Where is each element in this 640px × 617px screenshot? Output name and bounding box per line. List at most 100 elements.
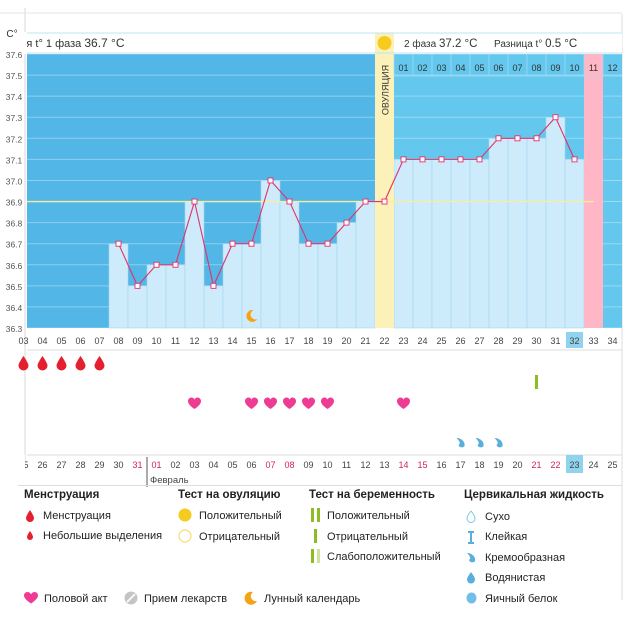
date-label: 31 (132, 460, 142, 470)
date-label: 27 (56, 460, 66, 470)
y-tick-label: 37.1 (6, 155, 23, 165)
date-label: 21 (531, 460, 541, 470)
cycle-day-label: 34 (607, 336, 617, 346)
date-label: 19 (493, 460, 503, 470)
pregnancy-test-mark (535, 375, 538, 389)
temp-bar-32 (564, 159, 585, 329)
legend-ovulation-positive: Положительный (199, 510, 282, 522)
date-label: 09 (303, 460, 313, 470)
temp-bar-23 (393, 159, 414, 329)
temp-bar-18 (298, 243, 319, 329)
date-label: 10 (322, 460, 332, 470)
legend-cervical-eggwhite: Яичный белок (485, 593, 558, 605)
intercourse-heart (188, 397, 201, 409)
date-label: 18 (474, 460, 484, 470)
date-label: 15 (417, 460, 427, 470)
y-tick-label: 37.5 (6, 71, 23, 81)
date-label: 28 (75, 460, 85, 470)
pregnancy-weak-icon (311, 549, 320, 563)
legend-intercourse: Половой акт (44, 593, 108, 605)
legend-pregnancy-weak: Слабоположительный (327, 551, 441, 563)
intercourse-heart (302, 397, 315, 409)
cycle-day-label: 11 (171, 336, 180, 346)
ovulation-sun-icon (377, 36, 392, 50)
temp-point-24 (419, 156, 426, 163)
cycle-day-label: 16 (265, 336, 275, 346)
cycle-day-label: 25 (436, 336, 446, 346)
cycle-day-label: 20 (341, 336, 351, 346)
date-label: 25 (607, 460, 617, 470)
temp-point-32 (571, 156, 578, 163)
cervical-dry-icon (466, 510, 476, 523)
date-left-mask (0, 455, 25, 485)
temp-point-23 (400, 156, 407, 163)
temp-bar-11 (165, 264, 186, 329)
y-tick-label: 36.4 (6, 303, 23, 313)
phase2-day-number: 06 (493, 63, 503, 73)
cycle-day-label: 17 (284, 336, 294, 346)
today-date-highlight (566, 455, 583, 473)
cycle-day-label: 05 (56, 336, 66, 346)
cycle-day-label: 10 (151, 336, 161, 346)
cervical-watery-mark (475, 438, 484, 448)
menstruation-drop (75, 356, 86, 371)
legend-cervical-title: Цервикальная жидкость (464, 489, 604, 501)
legend-cervical-creamy: Кремообразная (485, 552, 566, 564)
cycle-day-label: 24 (417, 336, 427, 346)
temp-point-16 (267, 177, 274, 184)
pink-column (584, 54, 603, 328)
temp-point-26 (457, 156, 464, 163)
temp-bar-28 (488, 138, 509, 329)
phase1-average: Средняя t° 1 фаза 36.7 °C (0, 36, 125, 50)
legend-cervical-watery: Водянистая (485, 572, 546, 584)
phase2-average-value: 37.2 °C (439, 38, 477, 50)
date-label: 05 (227, 460, 237, 470)
temp-point-22 (381, 198, 388, 205)
temp-bar-26 (450, 159, 471, 329)
today-cycle-highlight (566, 332, 583, 348)
legend-ovulation-test-title: Тест на овуляцию (178, 489, 281, 501)
intercourse-heart-icon (24, 592, 38, 604)
intercourse-heart (245, 397, 258, 409)
phase2-day-number: 12 (607, 63, 617, 73)
pregnancy-positive-icon (311, 508, 320, 522)
cervical-sticky-icon (468, 531, 474, 544)
menstruation-drop (56, 356, 67, 371)
moon-icon (244, 591, 257, 605)
temp-bar-21 (355, 201, 376, 329)
cycle-day-label: 26 (455, 336, 465, 346)
menstruation-drop (18, 356, 29, 371)
temp-bar-15 (241, 243, 262, 329)
moon-icon (246, 309, 258, 322)
temp-point-29 (514, 135, 521, 142)
temp-point-18 (305, 240, 312, 247)
y-tick-label: 37.3 (6, 113, 23, 123)
cycle-day-label: 07 (94, 336, 104, 346)
phase2-day-number: 05 (474, 63, 484, 73)
ovulation-column (375, 33, 394, 328)
y-axis-unit: C° (6, 29, 17, 40)
temp-point-08 (115, 240, 122, 247)
cycle-day-label: 30 (531, 336, 541, 346)
cycle-day-label: 21 (360, 336, 370, 346)
cycle-day-label: 14 (227, 336, 237, 346)
legend-medication: Прием лекарств (144, 593, 228, 605)
y-tick-label: 36.3 (6, 324, 23, 334)
date-label: 26 (37, 460, 47, 470)
phase2-day-number: 11 (589, 63, 598, 73)
y-tick-label: 36.8 (6, 219, 23, 229)
legend-menstruation: Менструация (43, 510, 111, 522)
temp-bar-27 (469, 159, 490, 329)
temp-point-13 (210, 282, 217, 289)
legend-pregnancy-negative: Отрицательный (327, 531, 408, 543)
y-tick-label: 37.6 (6, 50, 23, 60)
cycle-day-label: 22 (379, 336, 389, 346)
cycle-day-label: 09 (132, 336, 142, 346)
date-label: 08 (284, 460, 294, 470)
temp-bar-14 (222, 243, 243, 329)
cycle-day-label: 33 (588, 336, 598, 346)
date-label: 17 (455, 460, 465, 470)
legend-cervical-dry: Сухо (485, 511, 510, 523)
date-label: 24 (588, 460, 598, 470)
cycle-day-label: 15 (246, 336, 256, 346)
